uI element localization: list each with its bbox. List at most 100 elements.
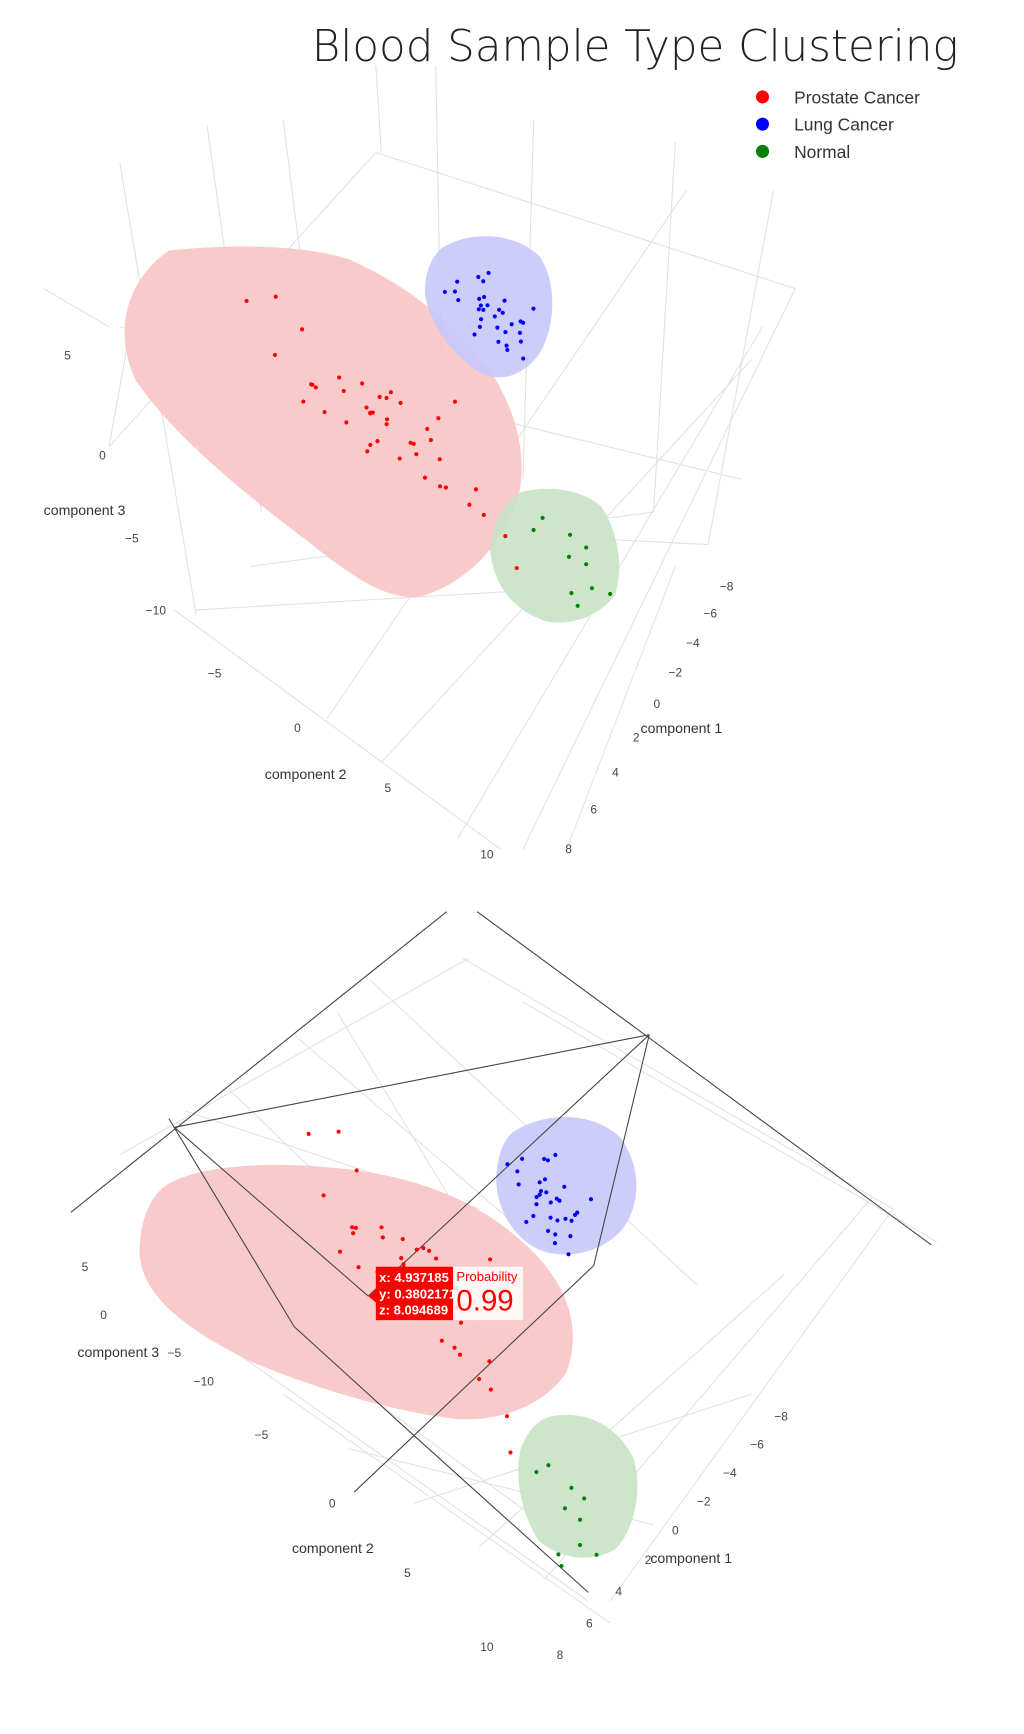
plot2-point-normal[interactable] [559,1563,564,1569]
plot1-point-lung-cancer[interactable] [518,339,524,344]
plot2-point-lung-cancer[interactable] [544,1190,549,1195]
plot2-point-lung-cancer[interactable] [534,1202,539,1207]
plot1-point-prostate-cancer[interactable] [341,388,346,393]
plot2-point-normal[interactable] [578,1517,583,1522]
plot1-point-prostate-cancer[interactable] [244,298,249,304]
plot1-point-lung-cancer[interactable] [481,307,486,312]
plot2-point-prostate-cancer[interactable] [401,1262,406,1267]
plot2-point-lung-cancer[interactable] [542,1156,547,1161]
plot1-point-prostate-cancer[interactable] [425,426,430,431]
plot1-point-prostate-cancer[interactable] [301,399,306,404]
plot1-point-normal[interactable] [531,527,536,533]
plot2-point-lung-cancer[interactable] [531,1213,536,1219]
plot2-point-prostate-cancer[interactable] [380,1235,385,1240]
plot2-point-prostate-cancer[interactable] [350,1225,355,1230]
plot1-point-prostate-cancer[interactable] [503,534,508,539]
plot2-point-lung-cancer[interactable] [557,1198,562,1203]
plot2-point-lung-cancer[interactable] [545,1228,551,1233]
plot2-point-prostate-cancer[interactable] [379,1225,384,1230]
plot1-point-prostate-cancer[interactable] [375,439,380,444]
plot1-point-prostate-cancer[interactable] [388,390,393,395]
plot1-point-prostate-cancer[interactable] [437,484,443,489]
plot1-point-lung-cancer[interactable] [502,298,507,303]
plot1-point-lung-cancer[interactable] [495,325,500,330]
plot2-point-prostate-cancer[interactable] [457,1352,463,1357]
plot2-point-lung-cancer[interactable] [566,1252,571,1257]
plot1-point-prostate-cancer[interactable] [377,394,382,399]
plot2-point-lung-cancer[interactable] [555,1218,560,1223]
plot2-point-normal[interactable] [569,1485,574,1490]
plot2-point-prostate-cancer[interactable] [488,1387,493,1392]
plot1-point-prostate-cancer[interactable] [436,416,441,421]
plot1-point-normal[interactable] [566,554,572,559]
plot2-point-lung-cancer[interactable] [548,1200,553,1205]
plot2-point-lung-cancer[interactable] [515,1169,520,1174]
plot2-point-prostate-cancer[interactable] [306,1131,311,1136]
plot2-point-prostate-cancer[interactable] [399,1256,404,1261]
plot1-point-lung-cancer[interactable] [496,339,501,344]
plot1-point-lung-cancer[interactable] [481,279,486,284]
plot1-point-lung-cancer[interactable] [452,289,457,294]
plot1-point-normal[interactable] [584,562,589,567]
plot2-point-prostate-cancer[interactable] [321,1193,326,1198]
plot2-point-prostate-cancer[interactable] [487,1359,492,1364]
legend-item-normal[interactable]: Normal [755,142,850,162]
plot1-point-prostate-cancer[interactable] [398,400,403,405]
plot1-point-normal[interactable] [569,590,574,596]
plot1-point-prostate-cancer[interactable] [322,409,327,415]
plot1-point-prostate-cancer[interactable] [408,440,413,445]
plot1-point-prostate-cancer[interactable] [313,385,318,390]
plot1-point-lung-cancer[interactable] [500,310,505,315]
plot2-point-normal[interactable] [582,1496,587,1501]
plot1-point-lung-cancer[interactable] [521,320,526,325]
plot2-point-lung-cancer[interactable] [563,1216,568,1221]
plot2-point-prostate-cancer[interactable] [508,1450,513,1455]
plot2-point-prostate-cancer[interactable] [452,1345,457,1350]
plot1-point-normal[interactable] [540,515,545,520]
plot2-point-normal[interactable] [534,1469,539,1475]
plot2-point-prostate-cancer[interactable] [336,1129,341,1134]
plot1-point-prostate-cancer[interactable] [360,381,365,386]
plot2-point-prostate-cancer[interactable] [353,1225,358,1231]
plot2-point-lung-cancer[interactable] [537,1180,542,1185]
plot1-point-lung-cancer[interactable] [485,303,490,308]
plot1-point-lung-cancer[interactable] [442,289,447,294]
plot1-point-lung-cancer[interactable] [486,270,491,276]
plot1-point-prostate-cancer[interactable] [422,475,428,480]
plot2-point-prostate-cancer[interactable] [427,1248,432,1253]
plot2-point-normal[interactable] [546,1463,551,1468]
plot2-point-lung-cancer[interactable] [520,1156,525,1161]
plot2-point-prostate-cancer[interactable] [488,1257,493,1262]
plot1-point-prostate-cancer[interactable] [384,395,389,401]
plot1-point-lung-cancer[interactable] [509,322,514,327]
plot1-point-normal[interactable] [589,586,595,591]
plot1-point-lung-cancer[interactable] [476,307,481,312]
plot1-point-prostate-cancer[interactable] [443,485,448,490]
plot2-point-prostate-cancer[interactable] [414,1247,419,1252]
plot1-point-normal[interactable] [567,532,573,537]
plot1-point-prostate-cancer[interactable] [273,294,278,299]
plot1-point-prostate-cancer[interactable] [437,457,442,462]
plot2-point-lung-cancer[interactable] [537,1192,542,1197]
plot2-point-prostate-cancer[interactable] [434,1256,439,1261]
plot2-point-prostate-cancer[interactable] [354,1168,359,1173]
plot1-point-prostate-cancer[interactable] [272,352,278,358]
plot1-point-lung-cancer[interactable] [478,317,484,322]
plot1-point-prostate-cancer[interactable] [300,327,305,332]
plot1-point-prostate-cancer[interactable] [397,456,402,461]
plot1-point-normal[interactable] [575,603,580,608]
plot2-point-prostate-cancer[interactable] [421,1245,426,1251]
plot1-point-prostate-cancer[interactable] [514,565,519,571]
plot2-point-lung-cancer[interactable] [534,1194,539,1200]
plot1-point-lung-cancer[interactable] [477,324,482,329]
plot2-point-lung-cancer[interactable] [538,1188,544,1194]
plot2-point-lung-cancer[interactable] [516,1182,521,1187]
plot2-point-lung-cancer[interactable] [545,1158,551,1163]
plot1-point-lung-cancer[interactable] [492,314,497,319]
plot1-point-lung-cancer[interactable] [504,343,509,348]
plot1-point-lung-cancer[interactable] [521,356,526,361]
plot2-point-prostate-cancer[interactable] [356,1265,361,1270]
legend-item-prostate-cancer[interactable]: Prostate Cancer [755,87,920,107]
legend-item-lung-cancer[interactable]: Lung Cancer [755,115,894,135]
plot2-point-prostate-cancer[interactable] [439,1338,444,1343]
